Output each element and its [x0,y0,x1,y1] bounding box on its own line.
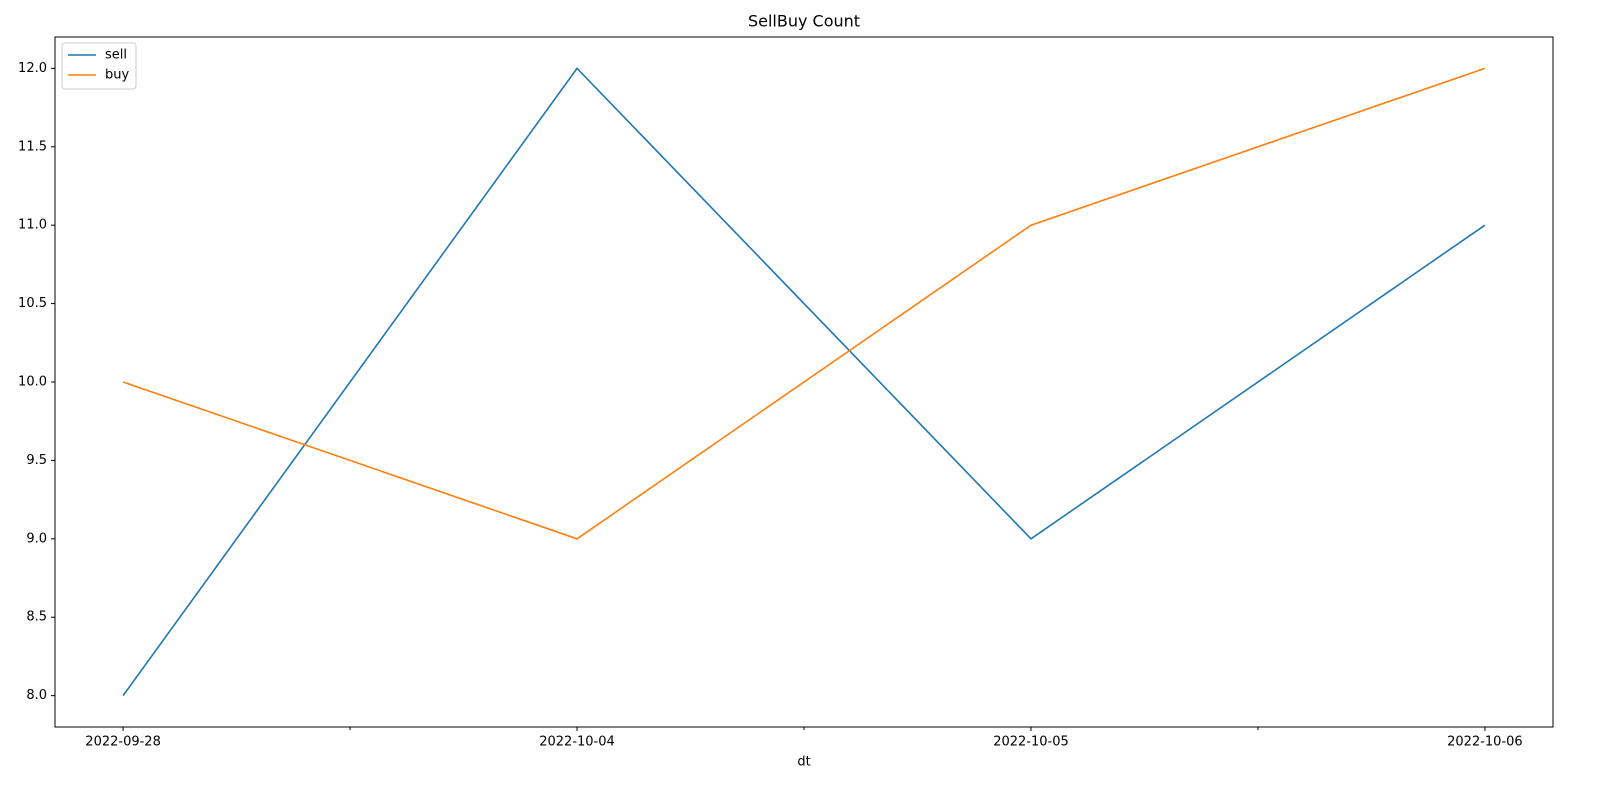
line-series [122,67,1486,540]
y-tick-label: 11.0 [18,218,47,233]
y-tick-label: 9.0 [26,531,47,546]
y-tick-label: 12.0 [18,61,47,76]
chart-title: SellBuy Count [748,12,860,31]
y-tick-label: 8.0 [26,688,47,703]
x-tick-label: 2022-10-04 [539,735,615,750]
x-tick-label: 2022-10-05 [993,735,1069,750]
plot-frame [54,36,1554,728]
y-tick-label: 11.5 [18,139,47,154]
line-series [122,67,1486,697]
x-axis-label: dt [797,755,810,770]
y-tick-label: 10.5 [18,296,47,311]
y-tick-label: 9.5 [26,453,47,468]
x-tick-label: 2022-10-06 [1447,735,1523,750]
y-tick-label: 8.5 [26,610,47,625]
legend-label: sell [105,48,127,63]
y-tick-label: 10.0 [18,375,47,390]
legend-label: buy [105,68,129,83]
x-tick-label: 2022-09-28 [85,735,161,750]
